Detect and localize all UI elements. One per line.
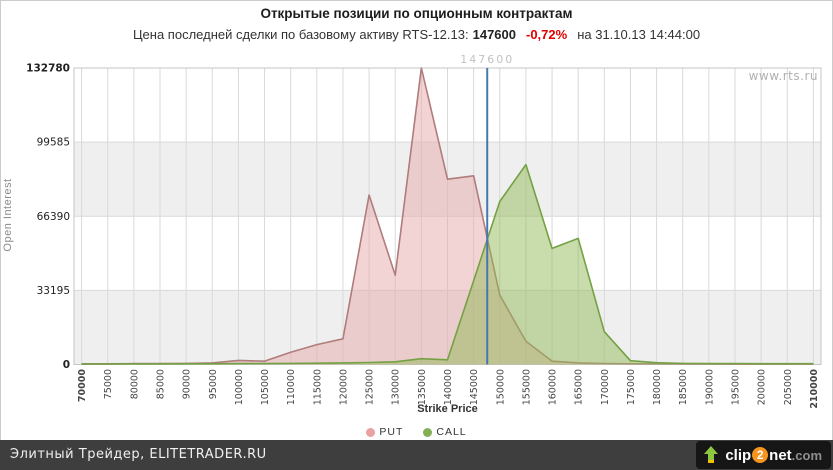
- x-tick-label: 165000: [574, 369, 585, 405]
- open-interest-chart: 147600 www.rts.ru 0 33195 66390 99585 132780 70…: [26, 53, 822, 409]
- x-tick-label: 125000: [365, 369, 376, 405]
- price-change-percent: -0,72%: [526, 27, 568, 42]
- x-tick-label: 210000: [809, 369, 820, 409]
- x-tick-label: 145000: [469, 369, 480, 405]
- legend-item-call: CALL: [423, 426, 466, 438]
- x-tick-label: 160000: [548, 369, 559, 405]
- x-tick-label: 175000: [626, 369, 637, 405]
- y-tick-label: 0: [63, 359, 70, 371]
- last-price-value: 147600: [472, 27, 516, 42]
- chart-subtitle: Цена последней сделки по базовому активу…: [0, 27, 833, 42]
- clip2net-arrow-icon: [704, 446, 719, 463]
- x-tick-label: 180000: [652, 369, 663, 405]
- legend-call-label: CALL: [436, 426, 467, 438]
- x-tick-label: 105000: [260, 369, 271, 405]
- call-line: [81, 163, 814, 365]
- x-tick-label: 85000: [156, 369, 167, 399]
- x-tick-label: 100000: [234, 369, 245, 405]
- x-tick-label: 185000: [678, 369, 689, 405]
- x-tick-label: 150000: [495, 369, 506, 405]
- logo-two-badge: 2: [752, 447, 769, 463]
- x-tick-label: 75000: [103, 369, 114, 399]
- legend-put-label: PUT: [379, 426, 404, 438]
- x-tick-label: 130000: [391, 369, 402, 405]
- legend: PUT CALL: [0, 426, 833, 438]
- y-axis-title: Open Interest: [2, 178, 14, 252]
- footer-credit: Элитный Трейдер, ELITETRADER.RU: [10, 447, 267, 462]
- x-tick-label: 200000: [757, 369, 768, 405]
- footer-bar: Элитный Трейдер, ELITETRADER.RU clip 2 n…: [0, 440, 833, 470]
- x-tick-label: 80000: [129, 369, 140, 399]
- x-tick-label: 110000: [286, 369, 297, 405]
- logo-clip: clip: [725, 446, 752, 464]
- x-tick-label: 115000: [312, 369, 323, 405]
- x-axis-title: Strike Price: [417, 403, 478, 415]
- y-tick-label: 132780: [26, 63, 70, 75]
- logo-net: net: [769, 446, 792, 464]
- x-tick-label: 120000: [338, 369, 349, 405]
- x-tick-label: 70000: [77, 369, 88, 402]
- put-area: [81, 68, 814, 365]
- y-tick-label: 99585: [37, 137, 70, 149]
- subtitle-timestamp: на 31.10.13 14:44:00: [577, 27, 701, 42]
- x-tick-label: 170000: [600, 369, 611, 405]
- x-tick-label: 205000: [783, 369, 794, 405]
- x-tick-label: 190000: [704, 369, 715, 405]
- last-price-annotation: 147600: [460, 53, 514, 66]
- chart-title: Открытые позиции по опционным контрактам: [260, 6, 573, 21]
- legend-item-put: PUT: [366, 426, 403, 438]
- y-tick-label: 66390: [37, 211, 70, 223]
- x-tick-label: 135000: [417, 369, 428, 405]
- clip2net-logo[interactable]: clip 2 net .com: [696, 441, 831, 469]
- watermark: www.rts.ru: [749, 69, 818, 83]
- call-legend-dot-icon: [423, 427, 433, 437]
- y-tick-label: 33195: [37, 285, 70, 297]
- logo-com: .com: [791, 447, 822, 463]
- x-tick-label: 155000: [521, 369, 532, 405]
- x-tick-label: 95000: [208, 369, 219, 399]
- x-tick-label: 140000: [443, 369, 454, 405]
- put-legend-dot-icon: [366, 427, 376, 437]
- subtitle-prefix: Цена последней сделки по базовому активу…: [132, 27, 469, 42]
- x-tick-label: 195000: [730, 369, 741, 405]
- x-tick-label: 90000: [182, 369, 193, 399]
